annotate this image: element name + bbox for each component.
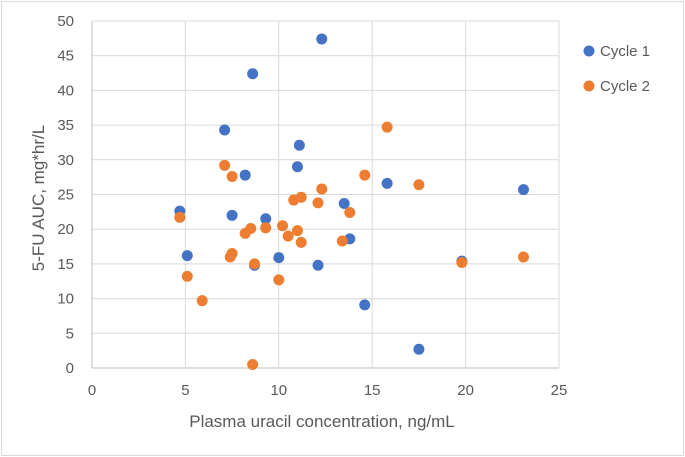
data-point-cycle-2 — [245, 223, 257, 235]
legend-label-cycle-1: Cycle 1 — [600, 43, 650, 60]
y-tick-label: 35 — [57, 117, 74, 134]
y-tick-label: 30 — [57, 152, 74, 169]
legend: Cycle 1 Cycle 2 — [583, 43, 650, 95]
legend-marker-cycle-2 — [583, 80, 595, 92]
data-point-cycle-2 — [282, 230, 294, 242]
y-tick-labels: 0 5 10 15 20 25 30 35 40 45 50 — [57, 13, 74, 377]
y-tick-label: 5 — [66, 325, 74, 342]
x-axis-title: Plasma uracil concentration, ng/mL — [189, 412, 455, 431]
x-tick-labels: 0 5 10 15 20 25 — [88, 382, 568, 399]
data-point-cycle-1 — [260, 213, 272, 225]
data-point-cycle-2 — [273, 274, 285, 286]
data-point-cycle-2 — [174, 211, 186, 223]
y-tick-label: 15 — [57, 256, 74, 273]
data-point-cycle-1 — [518, 184, 530, 196]
x-tick-label: 0 — [88, 382, 96, 399]
series-cycle-2 — [174, 121, 530, 371]
data-point-cycle-2 — [260, 222, 272, 234]
data-point-cycle-2 — [359, 169, 371, 181]
data-point-cycle-2 — [247, 359, 259, 371]
data-point-cycle-1 — [413, 343, 425, 355]
gridlines — [91, 20, 560, 369]
data-point-cycle-1 — [273, 252, 285, 264]
y-tick-label: 50 — [57, 13, 74, 30]
data-point-cycle-2 — [295, 236, 307, 248]
data-point-cycle-1 — [338, 198, 350, 210]
x-tick-label: 15 — [364, 382, 381, 399]
data-point-cycle-2 — [312, 197, 324, 209]
data-point-cycle-1 — [316, 33, 328, 45]
data-point-cycle-2 — [249, 258, 261, 270]
data-point-cycle-2 — [196, 295, 208, 307]
y-axis-title: 5-FU AUC, mg*hr/L — [29, 125, 48, 271]
data-point-cycle-1 — [293, 139, 305, 151]
data-point-cycle-2 — [226, 170, 238, 182]
legend-marker-cycle-1 — [583, 45, 595, 57]
y-tick-label: 0 — [66, 360, 74, 377]
data-point-cycle-2 — [518, 251, 530, 263]
x-tick-label: 10 — [270, 382, 287, 399]
data-point-cycle-1 — [247, 68, 259, 80]
data-point-cycle-2 — [413, 179, 425, 191]
data-point-cycle-2 — [336, 235, 348, 247]
data-point-cycle-2 — [295, 191, 307, 203]
data-point-cycle-1 — [239, 169, 251, 181]
data-point-cycle-2 — [316, 183, 328, 195]
legend-label-cycle-2: Cycle 2 — [600, 78, 650, 95]
data-point-cycle-1 — [312, 259, 324, 271]
data-point-cycle-1 — [181, 250, 193, 262]
y-tick-label: 25 — [57, 187, 74, 204]
y-tick-label: 40 — [57, 82, 74, 99]
x-tick-label: 5 — [181, 382, 189, 399]
x-tick-label: 25 — [551, 382, 568, 399]
data-point-cycle-2 — [226, 247, 238, 259]
data-point-cycle-1 — [381, 177, 393, 189]
data-points — [174, 33, 530, 371]
data-point-cycle-1 — [359, 299, 371, 311]
data-point-cycle-1 — [219, 124, 231, 136]
data-point-cycle-2 — [291, 225, 303, 237]
data-point-cycle-2 — [277, 220, 289, 232]
data-point-cycle-2 — [181, 270, 193, 282]
data-point-cycle-2 — [456, 257, 468, 269]
data-point-cycle-2 — [381, 121, 393, 133]
y-tick-label: 10 — [57, 291, 74, 308]
data-point-cycle-1 — [226, 209, 238, 221]
data-point-cycle-2 — [344, 207, 356, 219]
data-point-cycle-1 — [291, 161, 303, 173]
y-tick-label: 45 — [57, 48, 74, 65]
y-tick-label: 20 — [57, 221, 74, 238]
x-tick-label: 20 — [457, 382, 474, 399]
data-point-cycle-2 — [219, 159, 231, 171]
